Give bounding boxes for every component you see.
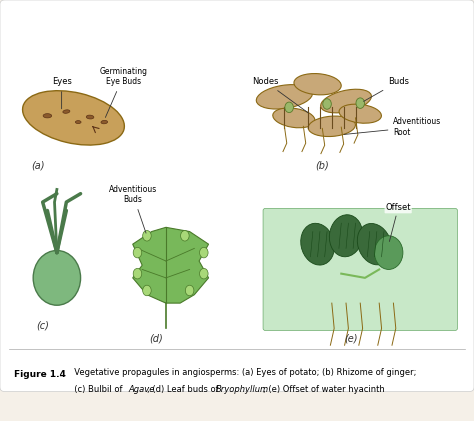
Text: (a): (a) <box>31 160 45 171</box>
Text: Buds: Buds <box>364 77 409 101</box>
Text: Vegetative propagules in angiosperms: (a) Eyes of potato; (b) Rhizome of ginger;: Vegetative propagules in angiosperms: (a… <box>69 368 416 377</box>
Ellipse shape <box>143 285 151 296</box>
Text: (d): (d) <box>149 333 164 343</box>
Ellipse shape <box>308 116 356 136</box>
Polygon shape <box>133 227 209 303</box>
Ellipse shape <box>320 89 372 113</box>
Ellipse shape <box>357 224 392 265</box>
Text: (e): (e) <box>344 333 357 343</box>
Ellipse shape <box>273 108 315 128</box>
Ellipse shape <box>33 250 81 305</box>
Ellipse shape <box>143 231 151 241</box>
Ellipse shape <box>23 91 124 145</box>
Ellipse shape <box>329 215 363 257</box>
Ellipse shape <box>75 121 81 124</box>
Ellipse shape <box>101 120 108 124</box>
Text: ; (d) Leaf buds of: ; (d) Leaf buds of <box>147 385 221 394</box>
Ellipse shape <box>86 115 94 119</box>
FancyBboxPatch shape <box>263 208 457 330</box>
Ellipse shape <box>294 74 341 95</box>
Ellipse shape <box>185 285 194 296</box>
Text: Eyes: Eyes <box>52 77 72 109</box>
Text: (c) Bulbil of: (c) Bulbil of <box>69 385 125 394</box>
Text: ; (e) Offset of water hyacinth: ; (e) Offset of water hyacinth <box>263 385 385 394</box>
Ellipse shape <box>43 114 52 118</box>
Ellipse shape <box>200 269 208 279</box>
Ellipse shape <box>256 85 312 109</box>
Text: Germinating
Eye Buds: Germinating Eye Buds <box>99 67 147 117</box>
Ellipse shape <box>63 110 70 113</box>
Ellipse shape <box>133 269 142 279</box>
Ellipse shape <box>200 248 208 258</box>
Ellipse shape <box>323 99 331 109</box>
Text: Adventitious
Root: Adventitious Root <box>344 117 442 137</box>
Text: Figure 1.4: Figure 1.4 <box>14 370 66 379</box>
Ellipse shape <box>301 223 335 265</box>
Ellipse shape <box>374 236 403 269</box>
Text: Nodes: Nodes <box>252 77 308 113</box>
Text: Bryophyllum: Bryophyllum <box>216 385 269 394</box>
Ellipse shape <box>356 98 365 108</box>
Text: Offset: Offset <box>385 203 411 242</box>
Ellipse shape <box>181 231 189 241</box>
Text: (c): (c) <box>36 320 49 330</box>
Ellipse shape <box>133 248 142 258</box>
Ellipse shape <box>285 102 293 112</box>
Text: Agave: Agave <box>129 385 155 394</box>
FancyBboxPatch shape <box>0 0 474 392</box>
Text: (b): (b) <box>315 160 329 171</box>
Text: Adventitious
Buds: Adventitious Buds <box>109 185 157 233</box>
Ellipse shape <box>339 104 382 123</box>
